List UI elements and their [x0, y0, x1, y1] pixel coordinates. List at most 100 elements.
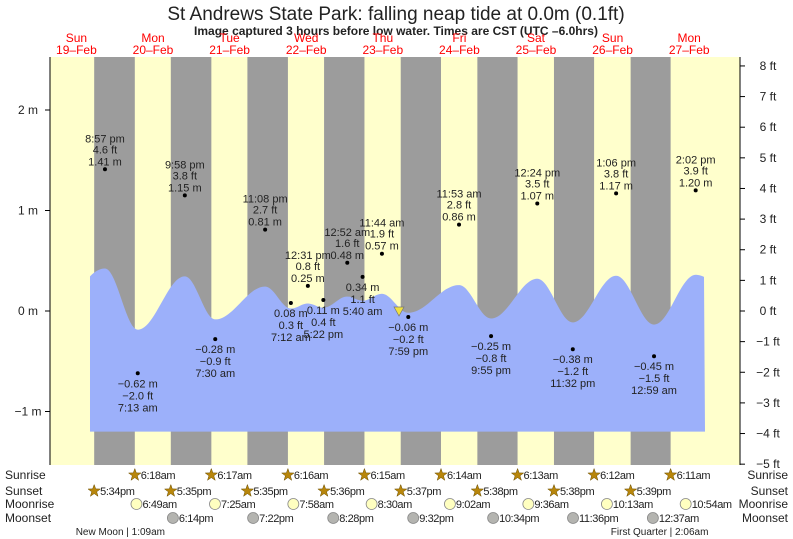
row-label-moonrise-right: Moonrise	[739, 497, 789, 511]
day-label-date: 27–Feb	[669, 43, 710, 57]
extreme-ft: −0.8 ft	[476, 353, 507, 365]
extreme-ft: 3.5 ft	[525, 178, 549, 190]
right-tick-label: 3 ft	[760, 212, 777, 226]
day-label-dow: Wed	[294, 31, 318, 45]
moonrise-icon	[365, 498, 378, 510]
extreme-time: 11:32 pm	[550, 378, 595, 390]
row-label-sunrise-right: Sunrise	[747, 468, 788, 482]
sunset-time: 5:37pm	[407, 486, 442, 498]
extreme-time: 12:31 pm	[285, 250, 331, 262]
moonrise-time: 6:49am	[142, 499, 177, 511]
moonset-icon	[407, 512, 420, 524]
extreme-ft: 0.3 ft	[279, 320, 303, 332]
row-label-moonset-right: Moonset	[742, 511, 789, 525]
moonrise-icon	[601, 498, 613, 510]
day-label-dow: Sun	[66, 31, 87, 45]
sunrise-time: 6:13am	[524, 470, 559, 482]
day-label-date: 23–Feb	[362, 43, 403, 57]
extreme-time: 7:59 pm	[388, 346, 428, 358]
moonrise-icon	[287, 498, 300, 510]
moonrise-time: 9:02am	[456, 499, 491, 511]
extreme-point	[406, 315, 411, 320]
sun-star-icon	[357, 467, 372, 481]
extreme-ft: −0.2 ft	[393, 334, 424, 346]
right-tick-label: −5 ft	[756, 457, 780, 471]
left-tick-label: 2 m	[18, 103, 38, 117]
extreme-m: 0.57 m	[365, 241, 399, 253]
extreme-point	[360, 274, 365, 279]
sun-star-icon	[240, 483, 255, 497]
chart-title: St Andrews State Park: falling neap tide…	[167, 4, 624, 25]
day-label-dow: Tue	[219, 31, 240, 45]
day-label-dow: Sat	[527, 31, 546, 45]
extreme-ft: −1.2 ft	[557, 366, 588, 378]
moonrise-time: 9:36am	[534, 499, 569, 511]
sunrise-time: 6:14am	[447, 470, 482, 482]
extreme-point	[135, 371, 140, 376]
moonrise-time: 7:58am	[299, 499, 334, 511]
moonset-icon	[646, 512, 659, 524]
right-tick-label: 2 ft	[760, 243, 777, 257]
extreme-point	[535, 201, 540, 206]
day-label-date: 22–Feb	[286, 43, 327, 57]
chart-subtitle: Image captured 3 hours before low water.…	[194, 24, 598, 38]
extreme-time: 2:02 pm	[676, 154, 716, 166]
moonset-icon	[247, 512, 260, 524]
sun-star-icon	[510, 467, 525, 481]
sunset-time: 5:38pm	[560, 486, 595, 498]
sun-star-icon	[663, 467, 678, 481]
sunrise-time: 6:18am	[141, 470, 176, 482]
moonrise-time: 7:25am	[221, 499, 256, 511]
sun-star-icon	[163, 483, 178, 497]
day-label-dow: Mon	[678, 31, 701, 45]
extreme-ft: 1.1 ft	[350, 294, 374, 306]
sunset-time: 5:35pm	[177, 486, 212, 498]
moonrise-icon	[130, 498, 143, 510]
day-label-date: 21–Feb	[209, 43, 250, 57]
sunrise-time: 6:17am	[217, 470, 252, 482]
sun-star-icon	[623, 483, 638, 497]
extreme-point	[379, 251, 384, 256]
current-tide-marker	[393, 306, 405, 317]
extreme-ft: 1.6 ft	[335, 238, 359, 250]
extreme-ft: −0.9 ft	[200, 356, 231, 368]
moonset-time: 9:32pm	[419, 513, 454, 525]
extreme-time: 7:30 am	[195, 368, 235, 380]
moonrise-icon	[522, 498, 535, 510]
extreme-point	[305, 283, 310, 288]
sun-star-icon	[127, 467, 142, 481]
extreme-m: −0.62 m	[118, 378, 158, 390]
right-tick-label: −4 ft	[756, 427, 780, 441]
row-label-sunset-right: Sunset	[751, 484, 789, 498]
extreme-m: 1.17 m	[599, 180, 633, 192]
right-tick-label: 8 ft	[760, 59, 777, 73]
extreme-m: −0.38 m	[553, 354, 593, 366]
sunset-time: 5:36pm	[330, 486, 365, 498]
right-tick-label: −2 ft	[756, 365, 780, 379]
day-label-dow: Fri	[452, 31, 466, 45]
right-tick-label: −3 ft	[756, 396, 780, 410]
extreme-ft: −2.0 ft	[122, 390, 153, 402]
left-tick-label: 1 m	[18, 204, 38, 218]
extreme-ft: 2.8 ft	[447, 200, 471, 212]
sunrise-time: 6:16am	[294, 470, 329, 482]
extreme-ft: 2.7 ft	[253, 205, 277, 217]
day-label-date: 19–Feb	[56, 43, 97, 57]
extreme-m: 0.34 m	[346, 282, 380, 294]
extreme-ft: 0.4 ft	[311, 317, 335, 329]
extreme-time: 12:24 pm	[514, 167, 560, 179]
extreme-point	[570, 347, 575, 352]
extreme-m: 1.15 m	[168, 182, 202, 194]
extreme-m: 1.20 m	[679, 177, 713, 189]
moonrise-time: 10:54am	[692, 499, 732, 511]
extreme-m: −0.28 m	[195, 344, 235, 356]
extreme-m: 0.08 m	[274, 308, 308, 320]
extreme-point	[321, 297, 326, 302]
extreme-time: 9:55 pm	[471, 365, 511, 377]
moonset-time: 7:22pm	[259, 513, 294, 525]
sunset-time: 5:39pm	[637, 486, 672, 498]
sunrise-time: 6:12am	[600, 470, 635, 482]
extreme-time: 12:52 am	[324, 227, 370, 239]
extreme-ft: 0.8 ft	[296, 261, 320, 273]
moonrise-icon	[679, 498, 692, 510]
